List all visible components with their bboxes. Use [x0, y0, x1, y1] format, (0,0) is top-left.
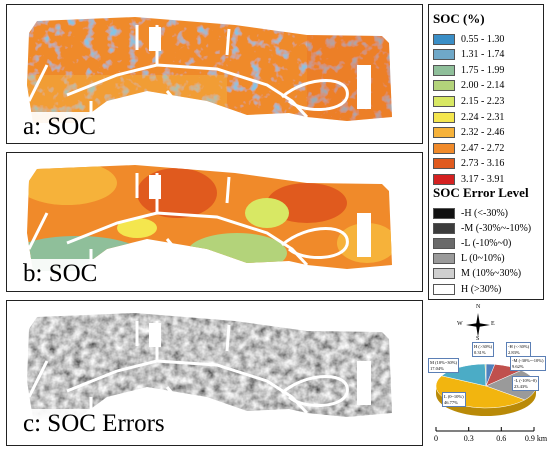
error-legend-row: -M (-30%~-10%): [433, 220, 531, 236]
soc-legend-title: SOC (%): [433, 11, 485, 26]
soc-swatch: [433, 64, 455, 76]
error-swatch: [433, 283, 455, 295]
soc-legend-row: 2.32 - 2.46: [433, 125, 504, 141]
panel-c-label: c: SOC Errors: [19, 409, 169, 439]
error-legend-label: -L (-10%~0): [461, 237, 512, 249]
error-pie-chart: H (>30%) 0.31% -H (<-30%) 2.83% M (10%~30%…: [426, 334, 550, 426]
scale-bar: 0 0.3 0.6 0.9 km: [430, 424, 548, 448]
compass-w: W: [457, 321, 463, 327]
soc-map-b: [27, 165, 392, 271]
error-swatch: [433, 222, 455, 234]
pie-label-h: H (>30%) 0.31%: [472, 342, 495, 357]
error-legend-row: L (0~10%): [433, 251, 505, 267]
soc-legend-row: 1.75 - 1.99: [433, 62, 504, 78]
soc-swatch: [433, 127, 455, 139]
soc-swatch: [433, 142, 455, 154]
pie-slice: [441, 363, 487, 387]
soc-legend-label: 2.00 - 2.14: [461, 80, 505, 92]
soc-legend-label: 2.73 - 3.16: [461, 158, 505, 170]
pie-label-neg-l: -L (-10%~0) 23.43%: [512, 376, 539, 391]
soc-swatch: [433, 158, 455, 170]
soc-swatch: [433, 95, 455, 107]
scale-tick-1: 0.3: [463, 434, 474, 443]
soc-swatch: [433, 111, 455, 123]
soc-swatch: [433, 80, 455, 92]
map-panel-c: c: SOC Errors: [6, 300, 423, 446]
soc-legend-row: 3.17 - 3.91: [433, 171, 504, 187]
map-legend: SOC (%) 0.55 - 1.30 1.31 - 1.74 1.75 - 1.9…: [428, 4, 544, 300]
soc-legend-row: 2.73 - 3.16: [433, 156, 504, 172]
compass-e: E: [491, 321, 495, 327]
soc-swatch: [433, 49, 455, 61]
soc-swatch: [433, 33, 455, 45]
map-panel-a: a: SOC: [6, 4, 423, 144]
scale-tick-2: 0.6: [496, 434, 507, 443]
soc-legend-row: 1.31 - 1.74: [433, 47, 504, 63]
scale-tick-0: 0: [434, 434, 438, 443]
soc-map-a: [27, 17, 392, 123]
compass-n: N: [476, 304, 481, 310]
pie-label-m: M (10%~30%) 17.04%: [428, 358, 460, 373]
soc-legend-row: 0.55 - 1.30: [433, 31, 504, 47]
error-swatch: [433, 268, 455, 280]
pie-slice: [484, 363, 487, 387]
error-legend-label: M (10%~30%): [461, 268, 522, 280]
soc-legend-label: 2.32 - 2.46: [461, 127, 505, 139]
pie-label-neg-h: -H (<-30%) 2.83%: [506, 342, 532, 357]
error-swatch: [433, 253, 455, 265]
error-legend-label: H (>30%): [461, 283, 502, 295]
error-legend-label: -H (<-30%): [461, 207, 509, 219]
error-legend-row: M (10%~30%): [433, 266, 521, 282]
soc-legend-label: 2.24 - 2.31: [461, 111, 505, 123]
soc-legend-label: 3.17 - 3.91: [461, 173, 505, 185]
panel-b-label: b: SOC: [19, 259, 102, 289]
soc-legend-label: 2.47 - 2.72: [461, 142, 505, 154]
error-legend-row: -H (<-30%): [433, 205, 508, 221]
pie-label-neg-m: -M (-30%~-10%) 9.62%: [510, 356, 546, 371]
pie-depth-band: [436, 386, 536, 416]
error-legend-label: L (0~10%): [461, 253, 505, 265]
soc-legend-row: 2.47 - 2.72: [433, 140, 504, 156]
error-swatch: [433, 207, 455, 219]
error-legend-row: -L (-10%~0): [433, 235, 511, 251]
map-panel-b: b: SOC: [6, 152, 423, 292]
soc-legend-label: 1.31 - 1.74: [461, 49, 505, 61]
scale-tick-3: 0.9 km: [524, 434, 548, 443]
soc-legend-row: 2.15 - 2.23: [433, 93, 504, 109]
soc-legend-row: 2.24 - 2.31: [433, 109, 504, 125]
inset-panel: N S E W H (>30%) 0.31% -H (<-30%) 2.83% M …: [426, 304, 550, 450]
soc-legend-label: 0.55 - 1.30: [461, 33, 505, 45]
north-arrow-icon: N S E W: [457, 304, 495, 342]
error-legend-row: H (>30%): [433, 281, 501, 297]
soc-legend-label: 2.15 - 2.23: [461, 95, 505, 107]
pie-label-l: L (0~10%) 46.77%: [442, 392, 466, 407]
panel-a-label: a: SOC: [19, 112, 100, 142]
soc-swatch: [433, 173, 455, 185]
soc-legend-row: 2.00 - 2.14: [433, 78, 504, 94]
error-legend-title: SOC Error Level: [433, 185, 529, 200]
compass-s: S: [476, 336, 480, 342]
soc-error-map: [27, 313, 392, 419]
soc-legend-label: 1.75 - 1.99: [461, 64, 505, 76]
error-swatch: [433, 237, 455, 249]
error-legend-label: -M (-30%~-10%): [461, 222, 532, 234]
